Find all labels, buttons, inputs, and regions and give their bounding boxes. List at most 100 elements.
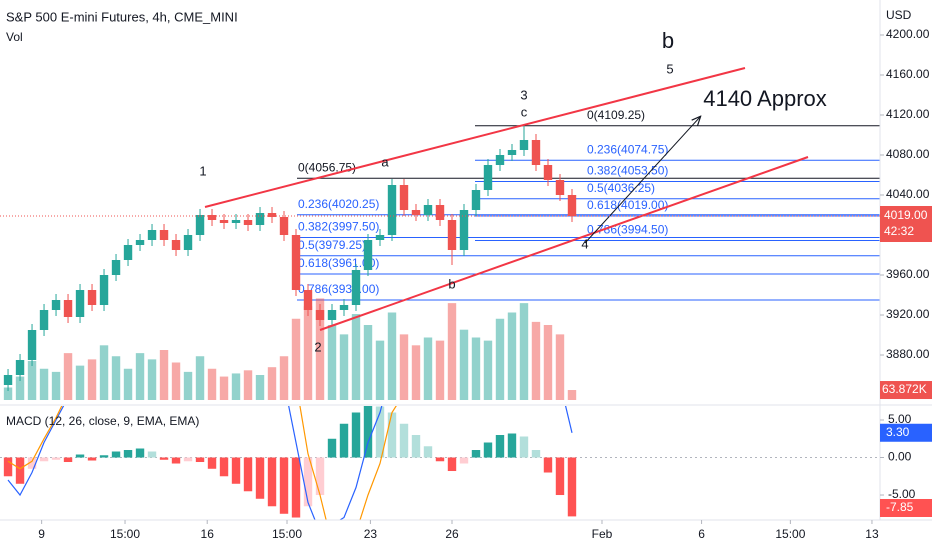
candle-body [483, 165, 493, 190]
volume-bar [183, 371, 193, 400]
macd-histogram-bar [39, 457, 49, 462]
volume-bar [459, 329, 469, 400]
candle-body [267, 213, 277, 217]
volume-bar [483, 340, 493, 400]
macd-histogram-bar [303, 457, 313, 507]
volume-bar [435, 340, 445, 400]
x-tick-label: 16 [201, 527, 215, 541]
macd-histogram-bar [543, 457, 553, 473]
volume-title: Vol [6, 30, 23, 44]
fib-label: 0.5(4036.25) [587, 181, 655, 195]
macd-histogram-bar [327, 438, 337, 458]
volume-bar [267, 367, 277, 400]
macd-histogram-bar [375, 406, 385, 458]
candle-body [39, 310, 49, 330]
volume-bar [507, 312, 517, 400]
fib-label: 0.236(4074.75) [587, 142, 668, 156]
volume-bar [171, 362, 181, 400]
text-layer: 1 2 3 c a b b 4 5 4140 Approx [199, 28, 826, 355]
volume-bar [315, 298, 325, 400]
macd-histogram-bar [447, 457, 457, 472]
fib-label: 0(4056.75) [298, 160, 356, 174]
volume-bar [279, 356, 289, 400]
macd-histogram-bar [315, 457, 325, 496]
y-tick-label: 4160.00 [886, 67, 930, 81]
macd-value-label: 3.30 [886, 425, 910, 439]
macd-histogram-bar [219, 457, 229, 477]
candle-body [351, 270, 361, 305]
macd-histogram-bar [99, 455, 109, 458]
target-arrow [584, 117, 700, 244]
y-tick-label: 4080.00 [886, 147, 930, 161]
macd-histogram-bar [483, 442, 493, 458]
x-tick-label: 15:00 [775, 527, 805, 541]
hist-value-box [880, 499, 932, 517]
volume-bar [207, 368, 217, 400]
x-tick-label: 23 [364, 527, 378, 541]
candle-body [99, 275, 109, 305]
macd-y-tick-label: 0.00 [888, 450, 912, 464]
macd-histogram-bar [147, 451, 157, 458]
volume-bar [387, 312, 397, 400]
y-tick-label: 4200.00 [886, 27, 930, 41]
volume-bar [99, 345, 109, 400]
volume-last-label: 63.872K [882, 382, 927, 396]
y-tick-label: 3880.00 [886, 347, 930, 361]
fib-label: 0.618(3961.00) [298, 256, 379, 270]
volume-bar [87, 359, 97, 400]
candle-body [15, 360, 25, 375]
candle-body [243, 220, 253, 225]
macd-histogram-bar [15, 457, 25, 484]
candle-body [27, 330, 37, 360]
candle-body [387, 185, 397, 235]
candle-body [447, 220, 457, 250]
macd-histogram-bar [63, 457, 73, 463]
volume-bar [255, 375, 265, 400]
macd-histogram-bar [123, 450, 133, 458]
x-tick-label: Feb [592, 527, 613, 541]
volume-bar [531, 321, 541, 400]
volume-bar [495, 318, 505, 400]
x-tick-label: 6 [698, 527, 705, 541]
fib-label: 0.382(3997.50) [298, 220, 379, 234]
wave-label: 4140 Approx [703, 86, 827, 111]
volume-bar [339, 334, 349, 400]
currency: USD [886, 8, 912, 22]
volume-bar [63, 353, 73, 400]
candle-body [3, 375, 13, 385]
macd-histogram-bar [279, 457, 289, 514]
macd-histogram-bar [495, 435, 505, 458]
macd-histogram-bar [267, 457, 277, 507]
candle-body [147, 230, 157, 240]
chart-title: S&P 500 E-mini Futures, 4h, CME_MINI [6, 9, 238, 24]
volume-bar [15, 376, 25, 400]
macd-value-box [880, 423, 932, 442]
candle-body [207, 215, 217, 220]
macd-histogram-bar [183, 457, 193, 462]
fib-label: 0.382(4053.50) [587, 164, 668, 178]
macd-layer [0, 406, 880, 520]
x-tick-label: 9 [38, 527, 45, 541]
last-price-label: 4019.00 [884, 208, 928, 222]
wave-label: b [448, 276, 455, 291]
fib-label: 0(4109.25) [587, 108, 645, 122]
candle-body [135, 240, 145, 245]
macd-histogram-bar [255, 457, 265, 499]
candle-body [159, 230, 169, 240]
last-price-box [880, 206, 932, 242]
candle-body [459, 210, 469, 250]
volume-bar [159, 350, 169, 400]
volume-bar [423, 337, 433, 400]
wave-label: 3 [520, 87, 527, 102]
macd-histogram-bar [291, 457, 301, 518]
macd-histogram-bar [399, 423, 409, 458]
fib-layer: 0(4056.75) 0.236(4020.25) 0.382(3997.50) 0.… [297, 108, 880, 301]
candle-body [423, 205, 433, 215]
volume-bar [243, 370, 253, 400]
macd-histogram-bar [423, 446, 433, 458]
hist-value-label: -7.85 [886, 500, 914, 514]
candle-body [399, 185, 409, 210]
candle-body [183, 235, 193, 250]
volume-bar [123, 368, 133, 400]
